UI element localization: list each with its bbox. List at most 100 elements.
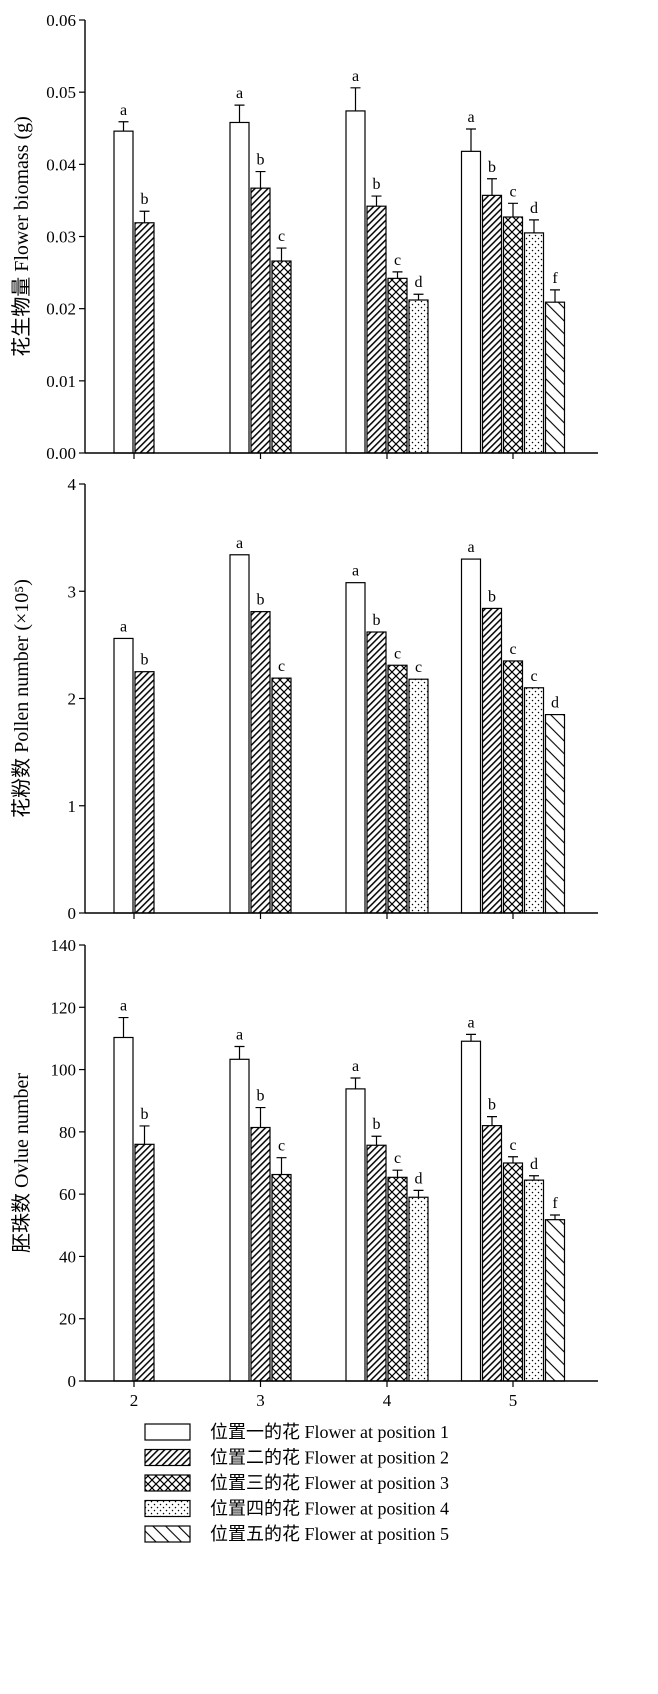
significance-letter: f bbox=[552, 1195, 558, 1212]
significance-letter: a bbox=[352, 563, 359, 580]
significance-letter: a bbox=[352, 68, 359, 85]
bar bbox=[250, 187, 271, 454]
bar bbox=[502, 216, 524, 454]
y-tick-label: 0.03 bbox=[46, 228, 76, 247]
bar bbox=[113, 637, 134, 914]
bar bbox=[366, 631, 387, 914]
legend-item: 位置三的花 Flower at position 3 bbox=[144, 1473, 449, 1493]
significance-letter: c bbox=[415, 659, 422, 676]
bar bbox=[544, 713, 566, 914]
legend-swatch bbox=[144, 1499, 191, 1518]
significance-letter: a bbox=[120, 998, 127, 1015]
significance-letter: a bbox=[467, 1014, 474, 1031]
error-bar bbox=[487, 1116, 497, 1126]
bar bbox=[134, 222, 155, 454]
bar bbox=[481, 194, 503, 454]
error-bar bbox=[466, 1033, 476, 1042]
bar bbox=[387, 1176, 408, 1382]
significance-letter: b bbox=[488, 159, 496, 176]
significance-letter: c bbox=[530, 668, 537, 685]
y-tick-label: 100 bbox=[51, 1061, 77, 1080]
error-bar bbox=[371, 1135, 382, 1146]
error-bar bbox=[234, 1045, 245, 1060]
error-bar bbox=[508, 1156, 518, 1163]
legend-swatch bbox=[144, 1525, 191, 1543]
bar bbox=[113, 1036, 134, 1382]
significance-letter: b bbox=[373, 176, 381, 193]
legend-item: 位置五的花 Flower at position 5 bbox=[144, 1524, 449, 1544]
error-bar bbox=[118, 1016, 129, 1038]
bar bbox=[366, 1144, 387, 1382]
significance-letter: c bbox=[278, 1138, 285, 1155]
bar bbox=[113, 130, 134, 454]
error-bar bbox=[392, 1169, 403, 1178]
bar bbox=[460, 1040, 482, 1382]
bar bbox=[250, 611, 271, 914]
significance-letter: a bbox=[467, 539, 474, 556]
significance-letter: b bbox=[488, 588, 496, 605]
bar bbox=[544, 1219, 566, 1382]
y-tick-label: 4 bbox=[68, 475, 77, 494]
significance-letter: b bbox=[257, 1088, 265, 1105]
significance-letter: b bbox=[488, 1097, 496, 1114]
y-tick-label: 0.02 bbox=[46, 300, 76, 319]
error-bar bbox=[139, 210, 150, 223]
error-bar bbox=[508, 202, 518, 218]
error-bar bbox=[487, 178, 497, 196]
y-tick-label: 0.05 bbox=[46, 83, 76, 102]
significance-letter: d bbox=[551, 695, 559, 712]
significance-letter: a bbox=[236, 85, 243, 102]
y-tick-label: 1 bbox=[68, 797, 77, 816]
legend-swatch bbox=[144, 1423, 191, 1441]
bar bbox=[387, 277, 408, 454]
significance-letter: a bbox=[352, 1058, 359, 1075]
error-bar bbox=[529, 219, 539, 233]
x-tick-label: 2 bbox=[130, 1391, 139, 1410]
legend-item: 位置四的花 Flower at position 4 bbox=[144, 1499, 449, 1519]
error-bar bbox=[118, 121, 129, 132]
significance-letter: a bbox=[467, 109, 474, 126]
y-tick-label: 40 bbox=[59, 1247, 76, 1266]
bar bbox=[271, 1173, 292, 1382]
bar bbox=[481, 1125, 503, 1382]
significance-letter: f bbox=[552, 270, 558, 287]
y-tick-label: 120 bbox=[51, 998, 77, 1017]
significance-letter: b bbox=[257, 152, 265, 169]
significance-letter: b bbox=[141, 652, 149, 669]
bar bbox=[134, 1143, 155, 1382]
significance-letter: b bbox=[373, 1116, 381, 1133]
bar bbox=[408, 299, 429, 454]
significance-letter: b bbox=[373, 612, 381, 629]
error-bar bbox=[276, 1157, 287, 1175]
significance-letter: c bbox=[394, 645, 401, 662]
error-bar bbox=[371, 195, 382, 207]
y-tick-label: 0.04 bbox=[46, 155, 76, 174]
error-bar bbox=[550, 289, 560, 303]
significance-letter: c bbox=[278, 228, 285, 245]
legend-label: 位置四的花 Flower at position 4 bbox=[210, 1499, 449, 1519]
y-tick-label: 0.06 bbox=[46, 11, 76, 30]
bar bbox=[502, 660, 524, 914]
y-axis-title: 胚珠数 Ovlue number bbox=[10, 1073, 33, 1253]
y-tick-label: 3 bbox=[68, 582, 77, 601]
significance-letter: c bbox=[394, 252, 401, 269]
legend-item: 位置二的花 Flower at position 2 bbox=[144, 1448, 449, 1468]
error-bar bbox=[529, 1175, 539, 1181]
y-axis-title: 花粉数 Pollen number (×10⁵) bbox=[10, 579, 33, 818]
significance-letter: c bbox=[394, 1150, 401, 1167]
error-bar bbox=[550, 1214, 560, 1220]
legend: 位置一的花 Flower at position 1 位置二的花 Flower a… bbox=[144, 1422, 449, 1544]
y-tick-label: 140 bbox=[51, 936, 77, 955]
significance-letter: d bbox=[415, 1170, 423, 1187]
error-bar bbox=[392, 271, 403, 279]
significance-letter: c bbox=[509, 1137, 516, 1154]
bar bbox=[345, 1088, 366, 1382]
bar bbox=[271, 260, 292, 454]
significance-letter: c bbox=[509, 183, 516, 200]
significance-letter: b bbox=[141, 191, 149, 208]
legend-item: 位置一的花 Flower at position 1 bbox=[144, 1422, 449, 1442]
bar bbox=[481, 607, 503, 914]
y-tick-label: 60 bbox=[59, 1185, 76, 1204]
panel-1: ababcabcdabcdf0.000.010.020.030.040.050.… bbox=[10, 11, 598, 463]
